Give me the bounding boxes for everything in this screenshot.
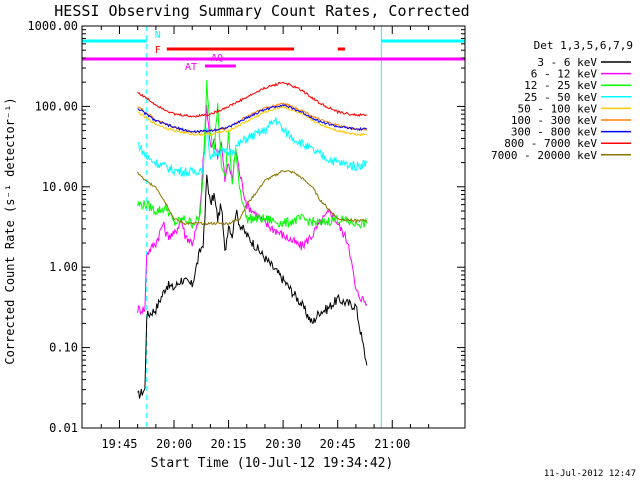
x-tick-label: 20:30 bbox=[265, 437, 301, 451]
flag-label: N bbox=[155, 30, 161, 41]
series-line-4 bbox=[137, 117, 368, 177]
series-line-7 bbox=[137, 104, 368, 134]
series-line-9 bbox=[137, 170, 368, 226]
legend-title: Det 1,3,5,6,7,9 bbox=[534, 39, 633, 52]
x-tick-label: 19:45 bbox=[101, 437, 137, 451]
y-tick-label: 100.00 bbox=[35, 99, 78, 113]
series-line-6 bbox=[137, 102, 368, 134]
series-line-8 bbox=[137, 81, 367, 118]
x-tick-label: 20:45 bbox=[320, 437, 356, 451]
legend-label: 3 - 6 keV bbox=[537, 56, 597, 69]
legend-label: 300 - 800 keV bbox=[511, 126, 597, 139]
y-tick-label: 1.00 bbox=[49, 260, 78, 274]
legend-label: 50 - 100 keV bbox=[518, 102, 598, 115]
series-line-1 bbox=[137, 174, 368, 399]
chart-title: HESSI Observing Summary Count Rates, Cor… bbox=[54, 2, 469, 20]
series-line-5 bbox=[137, 105, 367, 137]
footer-timestamp: 11-Jul-2012 12:47 bbox=[544, 469, 636, 479]
legend-label: 7000 - 20000 keV bbox=[491, 149, 597, 162]
x-tick-label: 20:15 bbox=[211, 437, 247, 451]
x-tick-label: 20:00 bbox=[156, 437, 192, 451]
y-tick-label: 0.01 bbox=[49, 421, 78, 435]
series-line-3 bbox=[137, 79, 368, 230]
plot-frame bbox=[81, 25, 466, 429]
y-axis-label: Corrected Count Rate (s⁻¹ detector⁻¹) bbox=[3, 97, 17, 364]
legend-label: 25 - 50 keV bbox=[524, 91, 597, 104]
flag-label: AT bbox=[185, 62, 197, 73]
flag-label: F bbox=[155, 45, 161, 56]
legend-label: 12 - 25 keV bbox=[524, 79, 597, 92]
legend-label: 800 - 7000 keV bbox=[504, 137, 597, 150]
flag-label: AQ bbox=[211, 53, 223, 64]
y-tick-label: 10.00 bbox=[42, 180, 78, 194]
y-tick-label: 0.10 bbox=[49, 341, 78, 355]
axes: 1000.00 100.00 10.00 1.00 0.10 0.01 19:45 20:00… bbox=[27, 19, 466, 451]
legend-label: 100 - 300 keV bbox=[511, 114, 597, 127]
legend-label: 6 - 12 keV bbox=[531, 68, 598, 81]
x-axis-label: Start Time (10-Jul-12 19:34:42) bbox=[151, 456, 394, 471]
series-line-2 bbox=[137, 105, 368, 316]
x-tick-label: 21:00 bbox=[374, 437, 410, 451]
y-tick-label: 1000.00 bbox=[27, 19, 78, 33]
plot-area: NF AQ AT bbox=[81, 26, 466, 428]
